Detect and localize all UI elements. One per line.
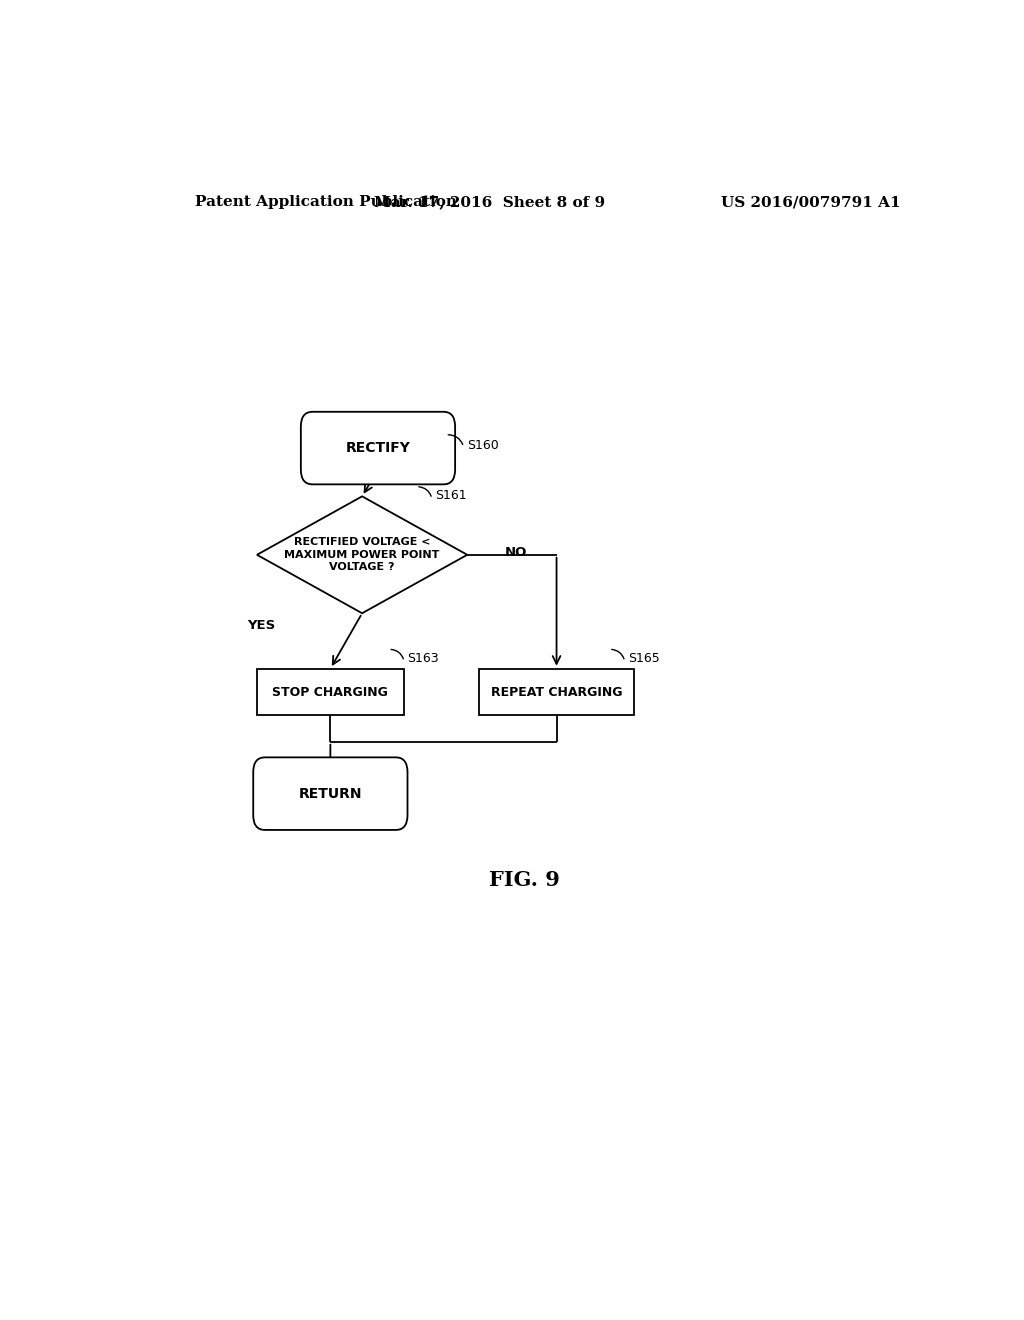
Text: RETURN: RETURN: [299, 787, 362, 801]
Text: S161: S161: [435, 490, 467, 503]
Polygon shape: [257, 496, 467, 614]
Text: FIG. 9: FIG. 9: [489, 870, 560, 890]
Text: REPEAT CHARGING: REPEAT CHARGING: [490, 685, 623, 698]
Text: Patent Application Publication: Patent Application Publication: [196, 195, 458, 209]
Text: STOP CHARGING: STOP CHARGING: [272, 685, 388, 698]
Text: S165: S165: [628, 652, 659, 665]
Text: S163: S163: [408, 652, 439, 665]
FancyBboxPatch shape: [301, 412, 455, 484]
Text: NO: NO: [505, 546, 527, 560]
Text: YES: YES: [247, 619, 275, 632]
Bar: [257, 669, 403, 715]
Text: US 2016/0079791 A1: US 2016/0079791 A1: [721, 195, 900, 209]
FancyBboxPatch shape: [253, 758, 408, 830]
Text: S160: S160: [467, 438, 499, 451]
Text: RECTIFIED VOLTAGE <
MAXIMUM POWER POINT
VOLTAGE ?: RECTIFIED VOLTAGE < MAXIMUM POWER POINT …: [285, 537, 439, 572]
Text: RECTIFY: RECTIFY: [345, 441, 411, 455]
Bar: [479, 669, 634, 715]
Text: Mar. 17, 2016  Sheet 8 of 9: Mar. 17, 2016 Sheet 8 of 9: [374, 195, 604, 209]
